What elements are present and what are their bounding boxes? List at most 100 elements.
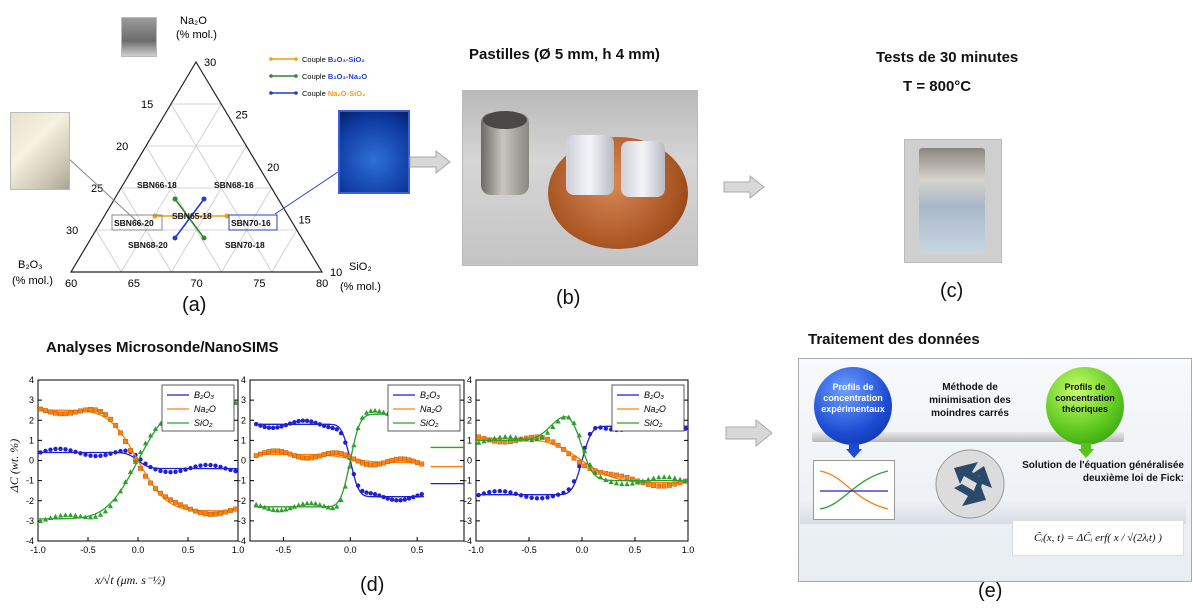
series-point — [368, 462, 374, 468]
series-point — [476, 439, 482, 445]
y-tick-label: 0 — [241, 456, 246, 466]
series-point — [598, 469, 603, 475]
series-point — [309, 419, 314, 424]
series-point — [153, 467, 158, 472]
ternary-tick-label: 70 — [191, 278, 203, 290]
panel-label-c: (c) — [940, 280, 964, 302]
theoretical-profiles-ball — [1046, 367, 1124, 445]
connector-right — [274, 171, 339, 215]
series-point — [560, 414, 567, 420]
series-point — [103, 452, 108, 458]
y-tick-label: 0 — [467, 456, 472, 466]
series-point — [203, 462, 208, 468]
series-point — [364, 490, 369, 495]
x-tick-label: -0.5 — [276, 545, 292, 555]
y-tick-label: 2 — [241, 415, 246, 425]
series-point — [42, 516, 49, 522]
series-point — [587, 461, 593, 467]
method-text: Méthode de minimisation des moindres car… — [929, 382, 1011, 419]
series-point — [338, 497, 344, 503]
series-point — [555, 492, 561, 497]
ternary-outline — [69, 60, 324, 273]
series-point — [128, 448, 133, 453]
series-point — [351, 442, 357, 448]
series-point — [283, 450, 289, 456]
series-point — [188, 506, 193, 512]
ternary-tick-label: 60 — [65, 278, 77, 290]
series-point — [279, 424, 284, 429]
series-point — [513, 434, 519, 440]
x-tick-label: -0.5 — [80, 545, 96, 555]
series-point — [62, 512, 69, 518]
series-point — [123, 439, 128, 444]
chart-legend — [387, 384, 461, 432]
series-point — [112, 496, 119, 502]
legend-label: Na₂O — [644, 404, 666, 414]
series-point — [43, 448, 48, 454]
arrow-down-icon — [1078, 443, 1094, 458]
series-point — [158, 468, 163, 474]
series-point — [313, 454, 318, 460]
series-point — [148, 480, 153, 486]
series-point — [603, 470, 609, 476]
series-point — [223, 509, 228, 515]
ternary-tick-label: 30 — [204, 57, 216, 69]
series-point — [173, 499, 178, 505]
y-tick-label: 1 — [29, 435, 34, 445]
panel-label-e: (e) — [978, 580, 1003, 602]
series-point — [481, 491, 487, 496]
series-point — [656, 474, 662, 480]
x-tick-label: -1.0 — [30, 545, 46, 555]
series-point — [103, 412, 108, 417]
series-point — [635, 479, 641, 485]
ternary-diagram: 60 65 70 75 80 30 25 20 15 30 25 20 15 10 SBN66-18 SB… — [12, 15, 381, 293]
series-fit-line — [476, 416, 688, 482]
ternary-grid-line — [171, 145, 247, 273]
series-point — [571, 455, 577, 461]
series-point — [398, 456, 403, 462]
series-point — [218, 510, 223, 516]
y-tick-label: 3 — [241, 395, 246, 405]
series-point — [158, 490, 163, 496]
series-point — [53, 446, 58, 452]
series-point — [178, 468, 183, 474]
x-tick-label: 0.5 — [182, 545, 195, 555]
series-point — [279, 449, 285, 454]
legend-label: B₂O₃ — [194, 390, 214, 400]
series-point — [321, 503, 327, 509]
series-point — [72, 512, 79, 518]
panel-d-title: Analyses Microsonde/NanoSIMS — [46, 339, 279, 356]
series-point — [78, 451, 83, 456]
sample-label: SBN70-16 — [231, 218, 271, 228]
series-point — [88, 453, 93, 458]
series-point — [677, 476, 683, 482]
series-point — [228, 508, 233, 513]
series-point — [313, 420, 318, 426]
fick-formula: C̃ᵢ(x, t) = ΔC̃ᵢ erf( x / √(2λᵢt) ) — [1012, 520, 1184, 556]
series-point — [415, 493, 420, 498]
ternary-grid-line — [145, 145, 222, 273]
panel-c-title-line2: T = 800°C — [903, 78, 972, 95]
sample-label: SBN68-16 — [214, 180, 254, 190]
theoretical-profiles-label: Profils de concentration théoriques — [1055, 382, 1115, 414]
ternary-tick-label: 20 — [267, 162, 279, 174]
series-point — [582, 463, 588, 469]
ternary-tick-label: 15 — [299, 215, 311, 227]
series-point — [592, 470, 598, 475]
series-point — [173, 469, 178, 475]
series-point — [48, 447, 53, 452]
series-point — [550, 494, 556, 499]
series-point — [661, 483, 667, 489]
series-point — [624, 475, 630, 480]
series-point — [253, 421, 259, 427]
series-point — [415, 460, 420, 466]
series-point — [406, 496, 412, 501]
y-tick-label: -4 — [26, 536, 34, 546]
series-point — [78, 408, 83, 414]
ternary-tick-label: 80 — [316, 278, 328, 290]
series-point — [338, 431, 344, 436]
series-point — [275, 425, 280, 430]
y-tick-label: 0 — [29, 456, 34, 466]
series-point — [198, 463, 203, 468]
series-point — [363, 409, 370, 415]
